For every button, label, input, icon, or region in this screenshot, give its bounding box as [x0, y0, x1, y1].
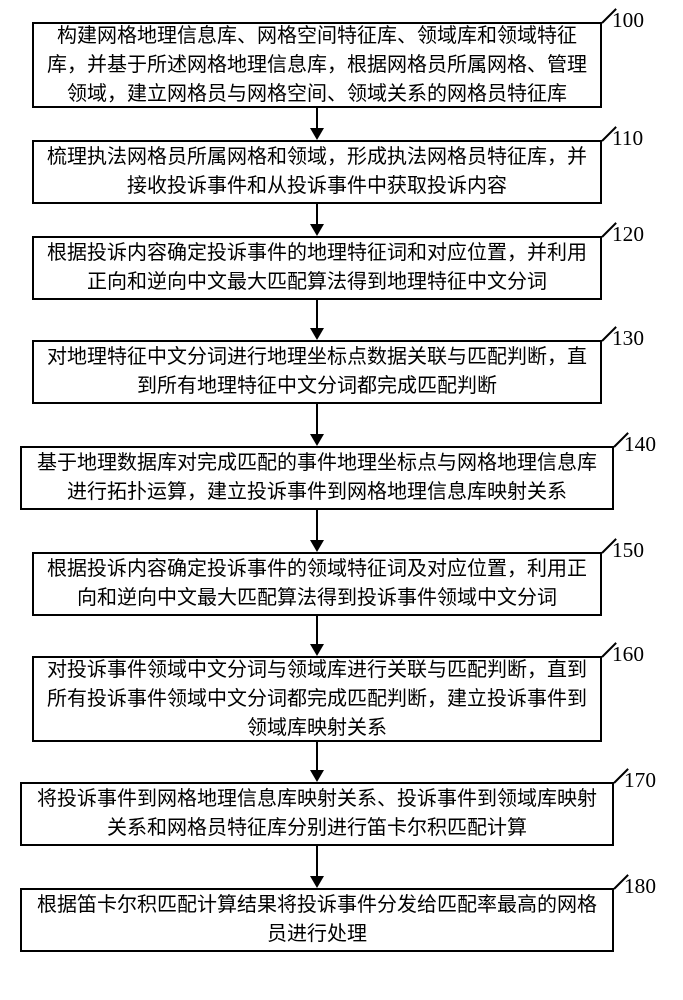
flow-node-label-170: 170 — [624, 768, 656, 793]
flow-node-text: 构建网格地理信息库、网格空间特征库、领域库和领域特征库，并基于所述网格地理信息库… — [44, 22, 590, 109]
flow-node-text: 对地理特征中文分词进行地理坐标点数据关联与匹配判断，直到所有地理特征中文分词都完… — [44, 343, 590, 401]
flow-node-label-130: 130 — [612, 326, 644, 351]
flow-node-text: 对投诉事件领域中文分词与领域库进行关联与匹配判断，直到所有投诉事件领域中文分词都… — [44, 656, 590, 743]
flow-arrow-head — [310, 540, 324, 552]
flow-node-text: 梳理执法网格员所属网格和领域，形成执法网格员特征库，并接收投诉事件和从投诉事件中… — [44, 143, 590, 201]
flow-arrow-line — [316, 510, 318, 540]
flow-arrow-line — [316, 300, 318, 328]
flow-node-110: 梳理执法网格员所属网格和领域，形成执法网格员特征库，并接收投诉事件和从投诉事件中… — [32, 140, 602, 204]
flow-node-180: 根据笛卡尔积匹配计算结果将投诉事件分发给匹配率最高的网格员进行处理 — [20, 888, 614, 952]
flow-node-text: 根据笛卡尔积匹配计算结果将投诉事件分发给匹配率最高的网格员进行处理 — [32, 891, 602, 949]
flow-node-140: 基于地理数据库对完成匹配的事件地理坐标点与网格地理信息库进行拓扑运算，建立投诉事… — [20, 446, 614, 510]
flow-arrow-head — [310, 128, 324, 140]
flow-node-120: 根据投诉内容确定投诉事件的地理特征词和对应位置，并利用正向和逆向中文最大匹配算法… — [32, 236, 602, 300]
flow-arrow-line — [316, 404, 318, 434]
flow-node-160: 对投诉事件领域中文分词与领域库进行关联与匹配判断，直到所有投诉事件领域中文分词都… — [32, 656, 602, 742]
flow-arrow-line — [316, 846, 318, 876]
flow-node-label-160: 160 — [612, 642, 644, 667]
flow-node-170: 将投诉事件到网格地理信息库映射关系、投诉事件到领域库映射关系和网格员特征库分别进… — [20, 782, 614, 846]
flow-node-text: 根据投诉内容确定投诉事件的地理特征词和对应位置，并利用正向和逆向中文最大匹配算法… — [44, 239, 590, 297]
flow-node-150: 根据投诉内容确定投诉事件的领域特征词及对应位置，利用正向和逆向中文最大匹配算法得… — [32, 552, 602, 616]
flow-node-100: 构建网格地理信息库、网格空间特征库、领域库和领域特征库，并基于所述网格地理信息库… — [32, 22, 602, 108]
flow-node-label-140: 140 — [624, 432, 656, 457]
flow-arrow-head — [310, 328, 324, 340]
flow-arrow-line — [316, 742, 318, 770]
flow-node-label-180: 180 — [624, 874, 656, 899]
flow-node-label-150: 150 — [612, 538, 644, 563]
flow-arrow-line — [316, 204, 318, 224]
flow-node-text: 根据投诉内容确定投诉事件的领域特征词及对应位置，利用正向和逆向中文最大匹配算法得… — [44, 555, 590, 613]
flow-node-text: 将投诉事件到网格地理信息库映射关系、投诉事件到领域库映射关系和网格员特征库分别进… — [32, 785, 602, 843]
flow-arrow-head — [310, 876, 324, 888]
flow-arrow-head — [310, 770, 324, 782]
flow-node-label-120: 120 — [612, 222, 644, 247]
flow-node-text: 基于地理数据库对完成匹配的事件地理坐标点与网格地理信息库进行拓扑运算，建立投诉事… — [32, 449, 602, 507]
flow-node-label-110: 110 — [612, 126, 643, 151]
flow-node-130: 对地理特征中文分词进行地理坐标点数据关联与匹配判断，直到所有地理特征中文分词都完… — [32, 340, 602, 404]
flow-node-label-100: 100 — [612, 8, 644, 33]
flow-arrow-line — [316, 616, 318, 644]
flow-arrow-head — [310, 644, 324, 656]
flowchart-canvas: 构建网格地理信息库、网格空间特征库、领域库和领域特征库，并基于所述网格地理信息库… — [0, 0, 683, 1000]
flow-arrow-head — [310, 434, 324, 446]
flow-arrow-head — [310, 224, 324, 236]
flow-arrow-line — [316, 108, 318, 128]
